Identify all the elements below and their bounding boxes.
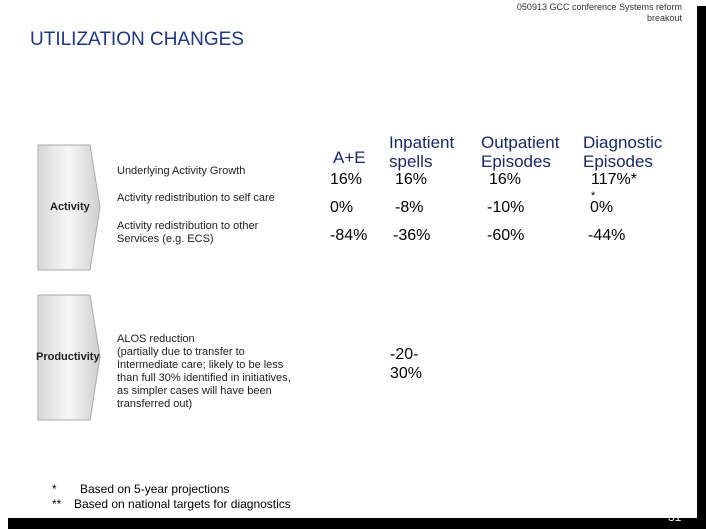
header-note-2: breakout [646,13,682,23]
row-label: ALOS reduction [117,333,195,345]
row-label: Intermediate care; likely to be less [117,359,284,371]
cell-value: -84% [330,227,368,244]
row-label: transferred out) [117,398,193,410]
shadow-right [697,6,706,529]
cell-value: -20- [390,346,419,363]
row-label: Services (e.g. ECS) [117,233,214,245]
header-note-1: 050913 GCC conference Systems reform [516,2,682,12]
cell-value: -60% [487,227,525,244]
row-label: than full 30% identified in initiatives, [117,372,291,384]
cell-marker: * [591,190,596,202]
group-label: Productivity [36,351,100,363]
cell-value: 117%* [591,171,637,188]
shadow-bottom [8,518,706,529]
row-label: Activity redistribution to other [117,220,259,232]
cell-value: -8% [395,199,424,216]
column-header: Episodes [481,152,551,171]
row-label: as simpler cases will have been [117,385,272,397]
cell-value: 0% [330,199,354,216]
footnote-text: Based on national targets for diagnostic… [74,497,291,511]
cell-value: 16% [330,171,363,188]
column-header: spells [389,152,433,171]
cell-value: 16% [395,171,428,188]
column-header: Outpatient [481,133,560,152]
column-header: Episodes [583,152,653,171]
column-header: Diagnostic [583,133,663,152]
cell-value: -10% [487,199,525,216]
cell-value: -36% [393,227,431,244]
column-header: A+E [333,148,366,167]
footnote-mark: ** [52,497,62,511]
cell-value: 30% [390,365,423,382]
cell-value: -44% [588,227,626,244]
group-label: Activity [50,201,90,213]
cell-value: 16% [489,171,522,188]
chevron [37,294,101,421]
title: UTILIZATION CHANGES [30,29,244,50]
row-label: (partially due to transfer to [117,346,245,358]
footnote-mark: * [52,482,57,496]
chevron [37,144,101,271]
column-header: Inpatient [389,133,455,152]
cell-value: 0% [590,199,614,216]
footnote-text: Based on 5-year projections [80,482,230,496]
row-label: Underlying Activity Growth [117,165,246,177]
page-number: 31 [668,510,682,524]
row-label: Activity redistribution to self care [117,192,275,204]
